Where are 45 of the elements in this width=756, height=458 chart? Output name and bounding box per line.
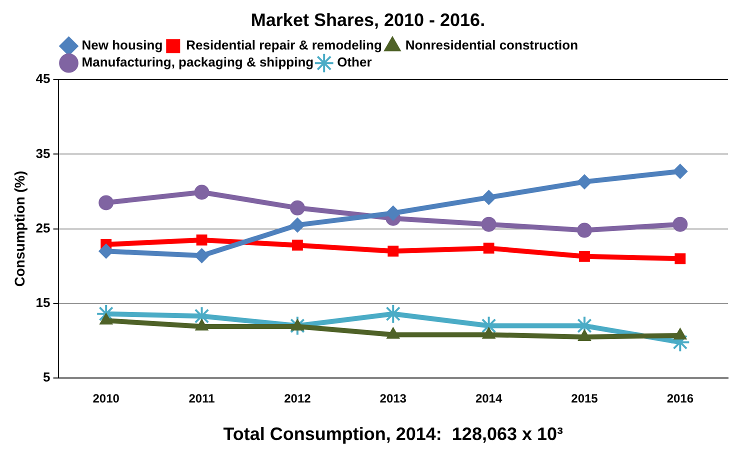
point: [579, 250, 590, 262]
x-tick-label: 2011: [188, 392, 216, 406]
chart-title: Market Shares, 2010 - 2016.: [250, 10, 486, 30]
point: [290, 319, 304, 331]
legend-label: Residential repair & remodeling: [186, 38, 382, 53]
point: [576, 174, 592, 190]
point: [194, 248, 210, 264]
point: [388, 246, 399, 257]
point: [196, 234, 208, 246]
y-tick-label: 35: [36, 146, 50, 161]
x-tick-label: 2013: [380, 392, 407, 406]
point: [290, 218, 305, 233]
point: [672, 216, 688, 232]
point: [483, 242, 494, 254]
point: [481, 216, 496, 232]
x-tick-label: 2015: [571, 392, 598, 406]
point: [386, 327, 400, 339]
point: [672, 164, 688, 179]
point: [98, 195, 114, 210]
x-tick-label: 2014: [475, 392, 502, 406]
legend-label: New housing: [82, 38, 163, 53]
point: [100, 313, 113, 325]
point: [292, 240, 303, 251]
x-axis-title: Total Consumption, 2014: 128,063 x 10³: [223, 424, 564, 444]
x-tick-label: 2010: [92, 392, 120, 406]
point: [194, 184, 210, 200]
y-tick-label: 45: [36, 71, 50, 86]
legend-label: Manufacturing, packaging & shipping: [82, 54, 314, 70]
y-axis-title: Consumption (%): [11, 170, 28, 287]
point: [290, 200, 305, 216]
point: [674, 253, 686, 264]
point: [674, 328, 687, 340]
point: [576, 222, 592, 238]
point: [481, 190, 496, 205]
point: [195, 319, 208, 331]
y-tick-label: 15: [36, 294, 50, 310]
legend-label: Nonresidential construction: [405, 38, 578, 53]
y-tick-label: 5: [43, 370, 50, 385]
x-tick-label: 2016: [666, 392, 694, 406]
x-tick-label: 2012: [284, 392, 312, 406]
y-tick-label: 25: [36, 220, 50, 236]
point: [578, 329, 592, 341]
legend-label: Other: [337, 54, 372, 70]
point: [386, 206, 401, 221]
point: [482, 327, 496, 339]
